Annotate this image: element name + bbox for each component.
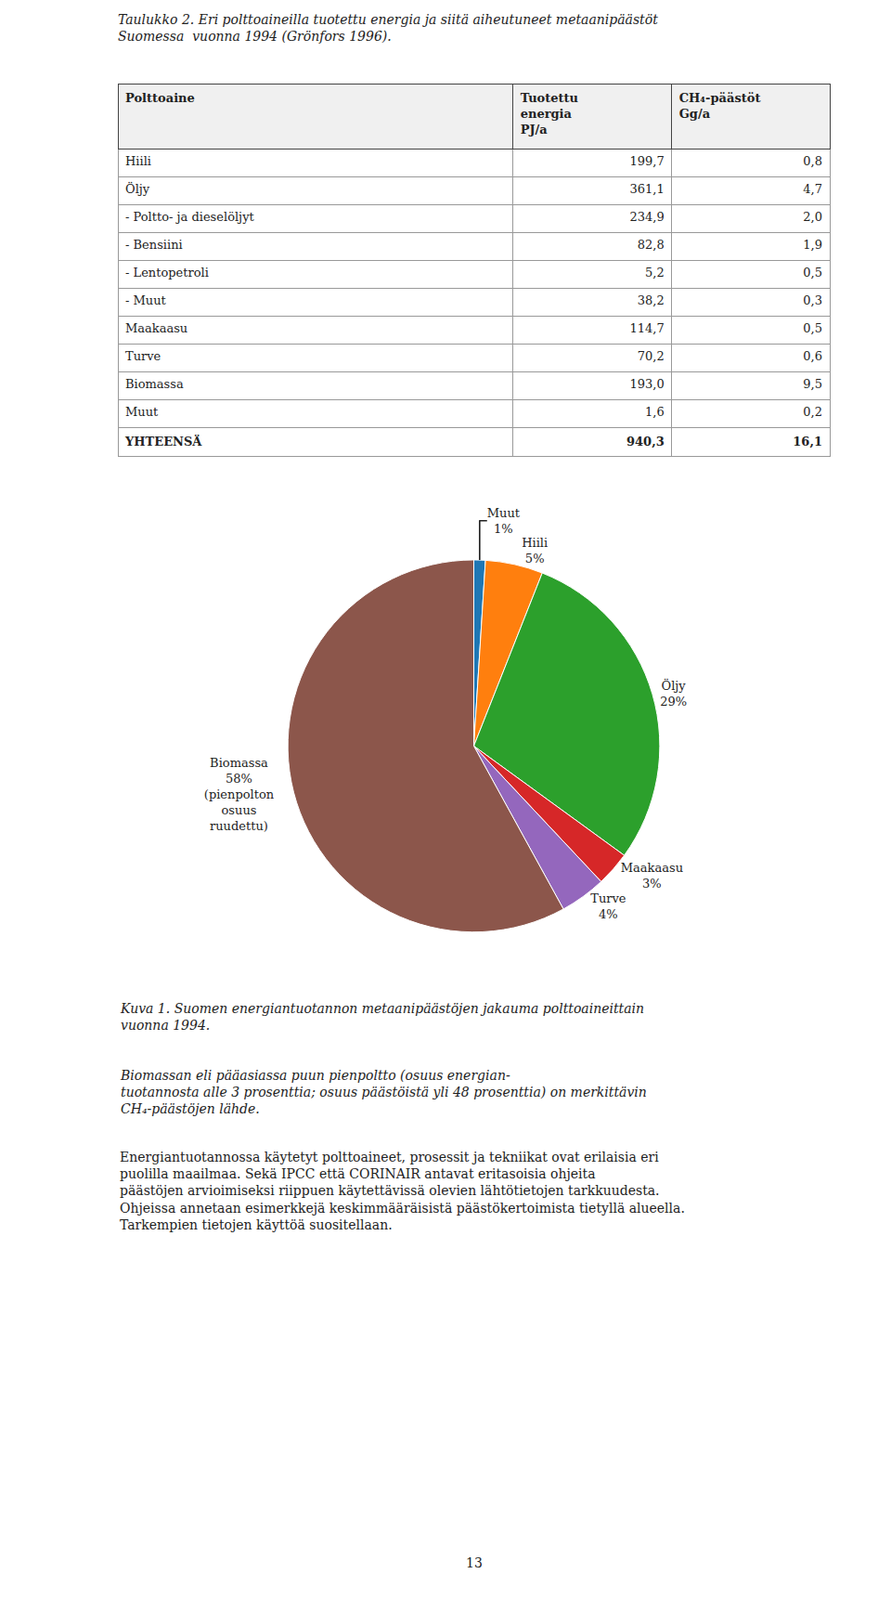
svg-text:199,7: 199,7 <box>630 154 665 168</box>
svg-text:2,0: 2,0 <box>802 209 823 224</box>
svg-text:13: 13 <box>465 1554 483 1570</box>
svg-text:0,5: 0,5 <box>802 265 823 280</box>
svg-text:234,9: 234,9 <box>630 209 665 224</box>
svg-text:114,7: 114,7 <box>630 321 665 336</box>
svg-text:YHTEENSÄ: YHTEENSÄ <box>124 434 203 449</box>
svg-text:Hiili: Hiili <box>125 154 152 168</box>
svg-text:Öljy29%: Öljy29% <box>659 677 687 709</box>
svg-text:Turve: Turve <box>125 348 162 363</box>
svg-text:- Poltto- ja dieselöljyt: - Poltto- ja dieselöljyt <box>125 209 255 224</box>
svg-text:1,6: 1,6 <box>645 404 665 419</box>
svg-text:TuotettuenergiaPJ/a: TuotettuenergiaPJ/a <box>520 90 579 137</box>
svg-text:9,5: 9,5 <box>802 376 823 391</box>
svg-text:Öljy: Öljy <box>125 180 151 196</box>
svg-text:Biomassa58%(pienpoltonosuusruu: Biomassa58%(pienpoltonosuusruudettu) <box>204 755 275 833</box>
svg-text:38,2: 38,2 <box>637 293 665 308</box>
svg-text:193,0: 193,0 <box>630 376 665 391</box>
svg-text:16,1: 16,1 <box>792 434 823 449</box>
svg-text:4,7: 4,7 <box>802 181 823 196</box>
svg-text:Muut: Muut <box>125 404 159 419</box>
svg-text:940,3: 940,3 <box>626 434 665 449</box>
svg-text:Biomassa: Biomassa <box>125 376 184 391</box>
svg-text:82,8: 82,8 <box>637 237 665 252</box>
svg-text:0,2: 0,2 <box>802 404 823 419</box>
svg-text:Muut1%: Muut1% <box>487 505 521 536</box>
svg-text:- Lentopetroli: - Lentopetroli <box>125 265 209 280</box>
svg-text:70,2: 70,2 <box>637 348 665 363</box>
svg-text:Energiantuotannossa käytetyt p: Energiantuotannossa käytetyt polttoainee… <box>119 1149 685 1232</box>
svg-text:- Muut: - Muut <box>125 293 168 308</box>
svg-text:- Bensiini: - Bensiini <box>125 237 183 252</box>
svg-text:Biomassan eli pääasiassa puun: Biomassan eli pääasiassa puun pienpoltto… <box>119 1067 647 1116</box>
svg-text:Turve4%: Turve4% <box>590 891 627 921</box>
svg-text:Maakaasu: Maakaasu <box>125 321 188 336</box>
svg-text:Polttoaine: Polttoaine <box>125 90 195 105</box>
svg-text:Maakaasu3%: Maakaasu3% <box>620 860 684 891</box>
svg-text:5,2: 5,2 <box>645 265 665 280</box>
svg-text:1,9: 1,9 <box>802 237 823 252</box>
svg-text:0,8: 0,8 <box>802 154 823 168</box>
svg-text:Kuva 1. Suomen energiantuotann: Kuva 1. Suomen energiantuotannon metaani… <box>119 1000 645 1033</box>
svg-text:Taulukko 2. Eri polttoaineilla: Taulukko 2. Eri polttoaineilla tuotettu … <box>117 12 659 44</box>
svg-text:0,6: 0,6 <box>802 348 823 363</box>
svg-text:CH₄-päästötGg/a: CH₄-päästötGg/a <box>679 90 762 121</box>
svg-text:0,5: 0,5 <box>802 321 823 336</box>
svg-text:Hiili5%: Hiili5% <box>521 535 548 566</box>
svg-text:0,3: 0,3 <box>802 293 823 308</box>
svg-text:361,1: 361,1 <box>630 181 665 196</box>
